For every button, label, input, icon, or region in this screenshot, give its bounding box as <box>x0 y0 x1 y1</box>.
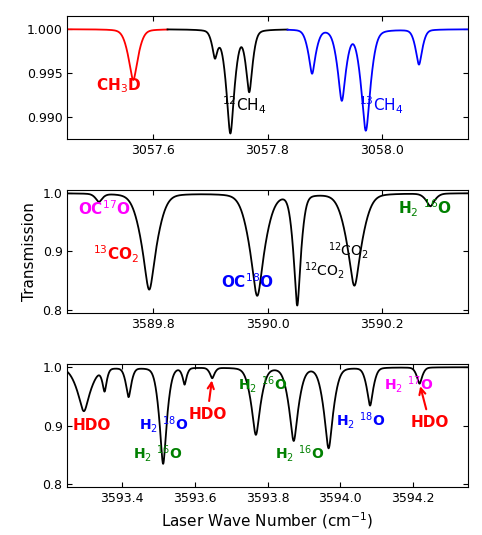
Text: $^{13}$CH$_4$: $^{13}$CH$_4$ <box>359 95 403 116</box>
Text: $^{13}$CO$_2$: $^{13}$CO$_2$ <box>93 243 139 265</box>
Text: H$_2$ $^{16}$O: H$_2$ $^{16}$O <box>398 198 452 219</box>
Text: OC$^{17}$O: OC$^{17}$O <box>78 200 130 218</box>
Text: H$_2$ $^{17}$O: H$_2$ $^{17}$O <box>384 374 433 395</box>
X-axis label: Laser Wave Number (cm$^{-1}$): Laser Wave Number (cm$^{-1}$) <box>161 510 374 531</box>
Text: OC$^{18}$O: OC$^{18}$O <box>221 272 273 291</box>
Text: CH$_3$D: CH$_3$D <box>96 77 141 95</box>
Text: HDO: HDO <box>411 388 449 430</box>
Y-axis label: Transmission: Transmission <box>22 202 37 301</box>
Text: H$_2$ $^{18}$O: H$_2$ $^{18}$O <box>139 414 188 435</box>
Text: $^{12}$CO$_2$: $^{12}$CO$_2$ <box>304 261 344 281</box>
Text: H$_2$ $^{16}$O: H$_2$ $^{16}$O <box>275 443 324 464</box>
Text: HDO: HDO <box>188 383 227 422</box>
Text: $^{12}$CO$_2$: $^{12}$CO$_2$ <box>328 240 368 261</box>
Text: HDO: HDO <box>73 418 111 433</box>
Text: $^{12}$CH$_4$: $^{12}$CH$_4$ <box>222 95 267 116</box>
Text: H$_2$ $^{16}$O: H$_2$ $^{16}$O <box>238 374 287 395</box>
Text: H$_2$ $^{18}$O: H$_2$ $^{18}$O <box>336 410 385 431</box>
Text: H$_2$ $^{16}$O: H$_2$ $^{16}$O <box>133 443 182 464</box>
